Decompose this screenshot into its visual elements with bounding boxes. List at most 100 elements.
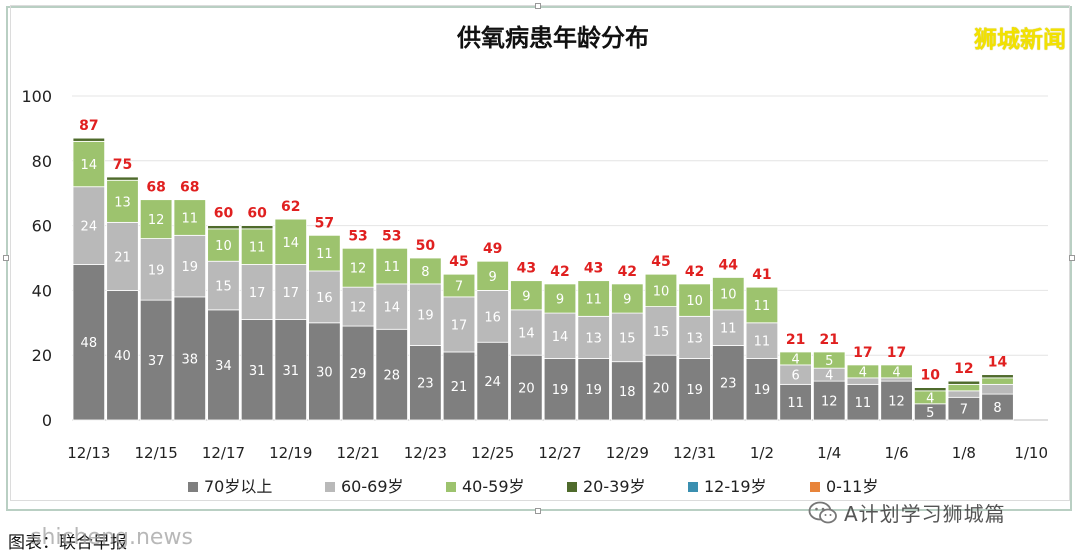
data-label: 24	[484, 375, 501, 390]
resize-handle-bottom[interactable]	[535, 508, 541, 514]
total-label: 12	[954, 361, 973, 377]
data-label: 8	[993, 401, 1001, 416]
bar-segment	[274, 319, 307, 421]
data-label: 17	[282, 286, 299, 301]
bar-segment	[678, 283, 711, 317]
resize-handle-right[interactable]	[1069, 255, 1075, 261]
data-label: 14	[552, 330, 569, 345]
data-label: 15	[653, 325, 670, 340]
resize-handle-top[interactable]	[535, 3, 541, 9]
data-label: 15	[215, 280, 232, 295]
total-label: 21	[786, 332, 805, 348]
watermark: 狮城新闻	[974, 26, 1066, 53]
data-label: 24	[81, 220, 98, 235]
legend-swatch	[810, 482, 820, 492]
total-label: 17	[853, 345, 872, 361]
data-label: 29	[350, 367, 367, 382]
data-label: 6	[791, 369, 799, 384]
data-label: 9	[556, 293, 564, 308]
bar-segment	[106, 289, 139, 421]
data-label: 4	[859, 365, 867, 380]
data-label: 31	[282, 364, 299, 379]
bar-segment	[611, 361, 644, 421]
data-label: 37	[148, 354, 165, 369]
data-label: 5	[926, 406, 934, 421]
data-label: 12	[888, 395, 905, 410]
legend-swatch	[446, 482, 456, 492]
wechat-attribution: A计划学习狮城篇	[808, 498, 1006, 527]
bar-segment	[644, 354, 678, 421]
legend-swatch	[188, 482, 198, 492]
resize-handle-left[interactable]	[3, 255, 9, 261]
data-label: 9	[623, 293, 631, 308]
bar-segment	[779, 383, 812, 421]
bar-segment	[476, 260, 509, 291]
bar-segment	[510, 280, 543, 311]
bar-segment	[207, 225, 240, 230]
total-label: 68	[180, 180, 199, 196]
data-label: 31	[249, 364, 266, 379]
data-label: 13	[585, 331, 602, 346]
bar-segment	[375, 247, 408, 285]
x-tick-label: 12/29	[606, 444, 649, 462]
bar-segment	[72, 186, 106, 265]
data-label: 9	[489, 270, 497, 285]
bar-segment	[644, 306, 678, 356]
data-label: 11	[585, 293, 602, 308]
bar-segment	[913, 387, 947, 392]
data-label: 11	[249, 241, 266, 256]
x-tick-label: 12/23	[404, 444, 447, 462]
bar-segment	[173, 234, 207, 298]
bar-segment	[981, 374, 1014, 379]
x-tick-label: 1/10	[1014, 444, 1048, 462]
x-tick-label: 12/13	[67, 444, 110, 462]
bar-segment	[409, 257, 442, 285]
data-label: 11	[754, 335, 771, 350]
bar-segment	[72, 140, 106, 188]
data-label: 19	[552, 383, 569, 398]
total-label: 43	[517, 261, 536, 277]
data-label: 19	[148, 263, 165, 278]
total-label: 10	[920, 368, 940, 384]
bar-segment	[577, 280, 610, 317]
bar-segment	[846, 364, 880, 379]
bar-segment	[745, 286, 779, 324]
data-label: 5	[825, 354, 833, 369]
bar-segment	[139, 238, 173, 301]
data-label: 17	[249, 286, 266, 301]
data-label: 16	[484, 310, 501, 325]
bar-segment	[139, 299, 173, 421]
bar-segment	[813, 351, 846, 369]
bar-segment	[779, 351, 812, 366]
total-label: 62	[281, 199, 300, 215]
data-label: 14	[383, 301, 400, 316]
x-tick-label: 12/31	[673, 444, 716, 462]
total-label: 60	[247, 206, 267, 222]
data-label: 8	[421, 265, 429, 280]
bar-segment	[207, 309, 240, 421]
data-label: 11	[182, 212, 199, 227]
data-label: 13	[686, 331, 703, 346]
data-label: 16	[316, 291, 333, 306]
bar-segment	[880, 364, 913, 379]
bar-segment	[240, 264, 274, 320]
x-tick-label: 1/8	[952, 444, 976, 462]
data-label: 19	[585, 383, 602, 398]
bar-segment	[375, 283, 408, 330]
bar-segment	[72, 264, 106, 421]
legend-label: 40-59岁	[462, 477, 525, 496]
data-label: 10	[653, 284, 670, 299]
total-label: 44	[719, 257, 739, 273]
bar-segment	[644, 273, 678, 308]
data-label: 11	[720, 322, 737, 337]
total-label: 42	[685, 264, 704, 280]
bar-segment	[442, 351, 476, 421]
data-label: 19	[686, 383, 703, 398]
data-label: 19	[182, 260, 199, 275]
bar-segment	[543, 312, 577, 359]
data-label: 34	[215, 359, 232, 374]
x-tick-label: 12/17	[202, 444, 245, 462]
total-label: 53	[382, 228, 401, 244]
x-tick-label: 12/21	[336, 444, 379, 462]
bar-segment	[442, 296, 476, 353]
